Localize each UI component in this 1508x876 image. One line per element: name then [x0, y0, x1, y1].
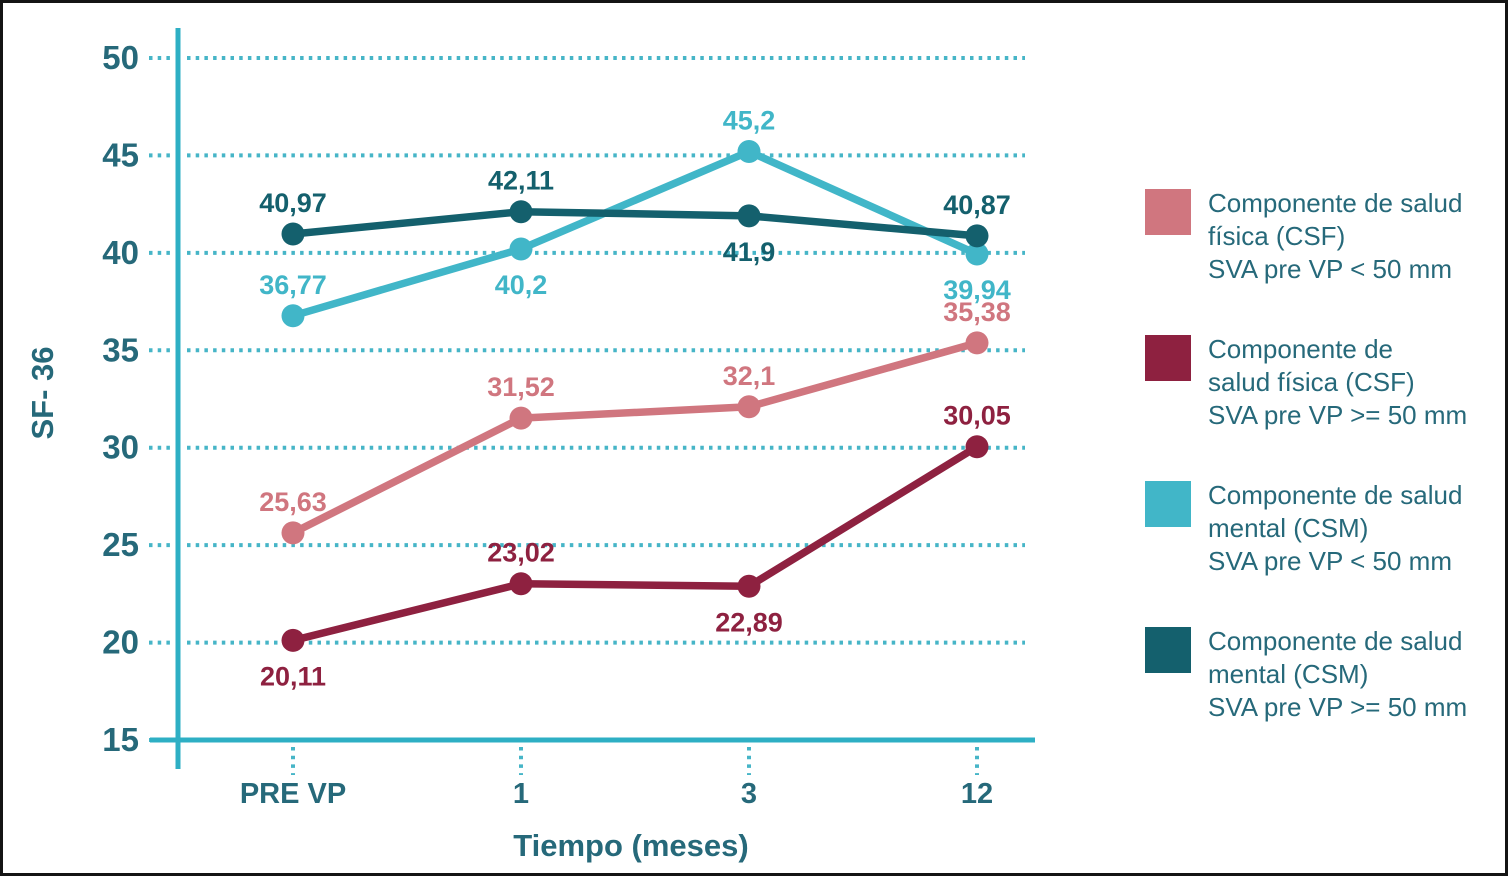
data-point-label: 41,9	[723, 237, 776, 267]
data-point-label: 40,2	[495, 270, 548, 300]
data-point-label: 42,11	[488, 166, 554, 196]
data-point	[509, 237, 533, 261]
data-point	[737, 204, 761, 228]
legend-line: SVA pre VP >= 50 mm	[1208, 692, 1468, 722]
data-point-label: 40,97	[259, 188, 327, 218]
x-tick-label: 12	[961, 778, 993, 810]
y-tick-label: 35	[102, 331, 139, 368]
legend-line: SVA pre VP < 50 mm	[1208, 254, 1452, 284]
legend-item-csf-lt50: Componente de salud física (CSF) SVA pre…	[1145, 187, 1497, 286]
data-point-label: 22,89	[715, 607, 783, 637]
data-point	[509, 572, 533, 596]
y-tick-label: 45	[102, 136, 139, 173]
legend-item-csm-ge50: Componente de salud mental (CSM) SVA pre…	[1145, 625, 1497, 724]
y-tick-label: 50	[102, 39, 139, 76]
data-point-label: 40,87	[943, 190, 1011, 220]
x-tick-label: 1	[513, 778, 529, 810]
data-point	[281, 628, 305, 652]
x-axis-title: Tiempo (meses)	[513, 828, 748, 863]
legend-swatch-csf-ge50	[1145, 335, 1191, 381]
data-point	[281, 304, 305, 328]
data-point	[737, 574, 761, 598]
legend-line: física (CSF)	[1208, 221, 1346, 251]
data-point-label: 30,05	[943, 401, 1011, 431]
legend-line: SVA pre VP < 50 mm	[1208, 546, 1452, 576]
legend-swatch-csm-ge50	[1145, 627, 1191, 673]
y-tick-label: 25	[102, 526, 139, 563]
series-line	[289, 339, 981, 537]
data-point-label: 25,63	[259, 487, 327, 517]
data-point	[965, 331, 989, 355]
data-point-label: 35,38	[943, 297, 1011, 327]
y-tick-label: 40	[102, 234, 139, 271]
legend-line: Componente de	[1208, 334, 1394, 364]
legend-swatch-csf-lt50	[1145, 189, 1191, 235]
legend-line: Componente de salud	[1208, 480, 1463, 510]
data-point-label: 20,11	[260, 661, 326, 691]
legend-line: mental (CSM)	[1208, 513, 1369, 543]
y-tick-label: 20	[102, 624, 139, 661]
y-tick-label: 15	[102, 721, 139, 758]
series-line	[289, 147, 981, 320]
data-point	[965, 224, 989, 248]
data-point	[737, 140, 761, 164]
legend-line: salud física (CSF)	[1208, 367, 1415, 397]
legend-item-csf-ge50: Componente de salud física (CSF) SVA pre…	[1145, 333, 1497, 432]
data-point-label: 36,77	[259, 270, 327, 300]
x-tick-label: PRE VP	[240, 778, 346, 810]
legend-item-csm-lt50: Componente de salud mental (CSM) SVA pre…	[1145, 479, 1497, 578]
series-line	[289, 442, 981, 645]
data-point	[737, 395, 761, 419]
x-tick-label: 3	[741, 778, 757, 810]
legend-line: mental (CSM)	[1208, 659, 1369, 689]
data-point-label: 23,02	[487, 538, 555, 568]
data-point	[281, 521, 305, 545]
data-point-label: 31,52	[487, 372, 555, 402]
y-axis-title: SF- 36	[25, 346, 60, 439]
data-point-label: 32,1	[723, 361, 776, 391]
legend-swatch-csm-lt50	[1145, 481, 1191, 527]
legend-line: Componente de salud	[1208, 188, 1463, 218]
data-point	[509, 200, 533, 224]
legend-line: Componente de salud	[1208, 626, 1463, 656]
data-point	[281, 222, 305, 246]
data-point-label: 45,2	[723, 106, 776, 136]
data-point	[509, 406, 533, 430]
legend: Componente de salud física (CSF) SVA pre…	[1145, 187, 1497, 724]
series-line	[289, 207, 981, 240]
legend-line: SVA pre VP >= 50 mm	[1208, 400, 1468, 430]
data-point	[965, 242, 989, 266]
y-tick-label: 30	[102, 429, 139, 466]
data-point	[965, 435, 989, 459]
data-point-label: 39,94	[943, 275, 1011, 305]
sf36-line-chart: 15 20 25 30 35 40 45 50 PRE VP 1 3 12 25,63 31,52 32,1…	[25, 28, 1035, 863]
